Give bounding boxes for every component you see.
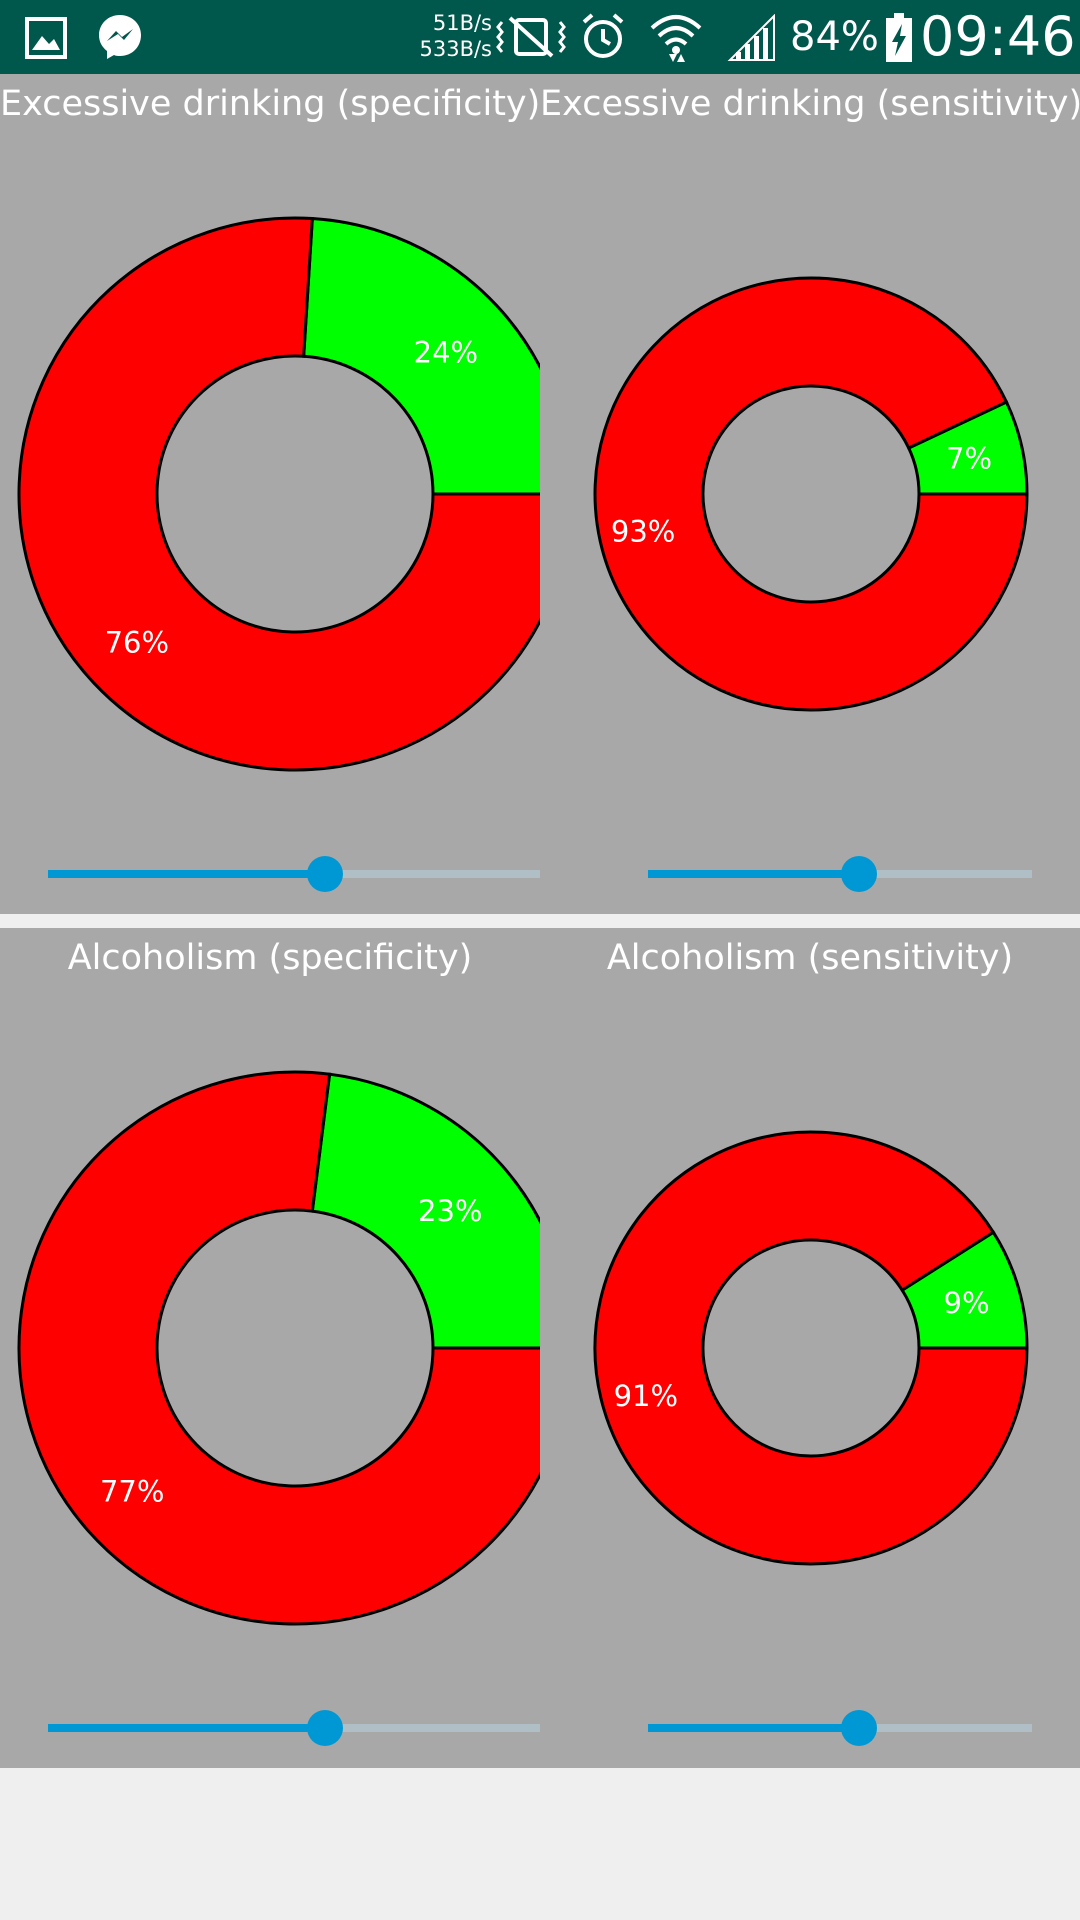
battery-percentage: 84% (790, 14, 879, 60)
slice-label: 7% (946, 442, 992, 476)
chart-card: Excessive drinking (sensitivity) 7%93% u… (540, 74, 1080, 914)
slider-fill (48, 1724, 326, 1732)
chart-title: Alcoholism (sensitivity) (606, 938, 1014, 978)
chart-title: Excessive drinking (specificity) (0, 84, 540, 124)
signal-icon (727, 14, 775, 61)
value-slider[interactable] (48, 854, 540, 894)
value-slider[interactable] (48, 1708, 540, 1748)
clock: 09:46 (920, 5, 1076, 68)
messenger-icon (99, 15, 141, 59)
value-slider[interactable] (648, 854, 1032, 894)
wifi-icon (650, 15, 702, 62)
donut-chart: 24% 76% (17, 216, 540, 772)
slice-label: 9% (944, 1286, 990, 1320)
value-slider[interactable] (648, 1708, 1032, 1748)
chart-panel-alcoholism: Alcoholism (specificity) 23%77% unknown … (0, 928, 1080, 1768)
donut-slice (17, 1070, 540, 1626)
donut-slice (593, 1130, 1029, 1566)
battery-charging-icon (886, 13, 912, 62)
donut-slice (302, 216, 540, 496)
donut-slice (17, 216, 540, 772)
slice-label: 77% (100, 1475, 164, 1509)
slider-fill (48, 870, 326, 878)
donut-chart: 7% 93% (593, 276, 1029, 712)
slice-label: 24% (414, 335, 478, 369)
image-icon (25, 17, 67, 59)
network-speed: 51B/s 533B/s (408, 10, 492, 62)
chart-panel-excessive-drinking: Excessive drinking (specificity) 24% 76% … (0, 74, 1080, 914)
slice-label: 23% (418, 1194, 482, 1228)
slider-thumb[interactable] (841, 1710, 878, 1746)
upload-rate: 51B/s (432, 11, 492, 35)
vibrate-icon (496, 16, 566, 58)
donut-slice (310, 1072, 540, 1350)
alarm-icon (582, 13, 624, 58)
chart-card: Alcoholism (sensitivity) 9%91% unknown (540, 928, 1080, 1768)
chart-card: Alcoholism (specificity) 23%77% unknown (0, 928, 540, 1768)
slice-label: 91% (614, 1379, 678, 1413)
slice-label: 93% (611, 515, 675, 549)
slice-label: 76% (105, 626, 169, 660)
chart-title: Alcoholism (specificity) (67, 938, 473, 978)
chart-title: Excessive drinking (sensitivity) (540, 84, 1080, 124)
status-bar: 51B/s 533B/s 84% 09:46 (0, 0, 1080, 74)
slider-thumb[interactable] (307, 1710, 344, 1746)
donut-chart: 9% 91% (593, 1130, 1029, 1566)
slider-thumb[interactable] (307, 856, 344, 892)
download-rate: 533B/s (419, 37, 492, 61)
slider-thumb[interactable] (841, 856, 878, 892)
donut-chart: 23% 77% (17, 1070, 540, 1626)
chart-card: Excessive drinking (specificity) 24% 76% … (0, 74, 540, 914)
donut-slice (593, 276, 1029, 712)
slider-fill (648, 1724, 860, 1732)
slider-fill (648, 870, 860, 878)
